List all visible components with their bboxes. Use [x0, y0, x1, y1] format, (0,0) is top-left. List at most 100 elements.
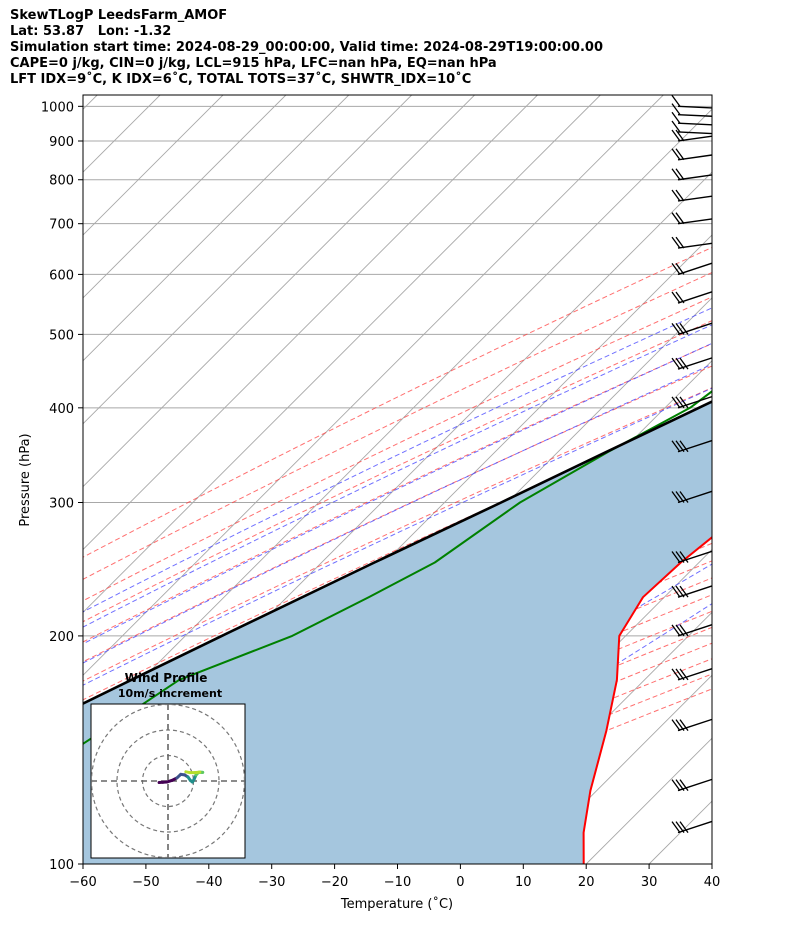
- wind-barb-flag: [675, 396, 685, 409]
- y-tick-label: 800: [49, 174, 74, 189]
- isotherm-10: [522, 674, 712, 864]
- wind-barb-flag: [671, 291, 681, 304]
- wind-barb-flag: [671, 323, 681, 335]
- wind-barb-shaft: [677, 820, 713, 834]
- chart-title-indices: LFT IDX=9˚C, K IDX=6˚C, TOTAL TOTS=37˚C,…: [10, 72, 472, 87]
- moist-adiabat: [83, 387, 712, 686]
- wind-barb-flag: [679, 585, 689, 598]
- wind-barb-flag: [671, 148, 681, 161]
- x-tick-label: −50: [132, 875, 159, 890]
- isotherm--100: [83, 95, 601, 614]
- wind-barb-flag: [671, 212, 681, 225]
- wind-barb-flag: [675, 148, 685, 161]
- wind-barb-flag: [671, 551, 681, 563]
- y-tick-label: 300: [49, 496, 74, 511]
- wind-barb-flag: [675, 779, 685, 791]
- dry-adiabat: [83, 343, 712, 643]
- wind-barb-flag: [675, 263, 685, 275]
- axes: −60 −50 −40 −30 −20 −10 0 10 20 30 40 100 200 300 400 5…: [41, 94, 721, 890]
- parcel-profile-line: [83, 400, 712, 705]
- chart-title-latlon: Lat: 53.87 Lon: -1.32: [10, 24, 172, 39]
- wind-barb-flag: [679, 779, 689, 791]
- wind-barb-flag: [671, 103, 681, 116]
- wind-barb-flag: [671, 585, 681, 598]
- chart-title-station: SkewTLogP LeedsFarm_AMOF: [10, 8, 228, 23]
- wind-barb: [671, 820, 713, 834]
- wind-barb: [671, 291, 713, 304]
- wind-barb-shaft: [677, 585, 713, 598]
- wind-barb-flag: [671, 168, 681, 181]
- x-tick-label: −20: [321, 875, 348, 890]
- wind-barb: [671, 129, 713, 142]
- wind-barb-flag: [671, 357, 681, 370]
- wind-barb: [671, 322, 713, 336]
- wind-barb-flag: [671, 396, 681, 409]
- chart-title-block: SkewTLogP LeedsFarm_AMOF Lat: 53.87 Lon:…: [10, 8, 603, 88]
- isotherm--150: [83, 95, 287, 299]
- wind-barb: [671, 439, 713, 453]
- isotherm--110: [83, 95, 538, 551]
- isotherm--130: [83, 95, 413, 425]
- wind-barb-flag: [671, 129, 681, 142]
- hodograph-title: Wind Profile: [125, 671, 208, 685]
- hodograph-subtitle: 10m/s increment: [118, 687, 222, 700]
- x-tick-label: −60: [69, 875, 96, 890]
- wind-barb: [671, 236, 713, 249]
- wind-barb-flag: [679, 719, 689, 731]
- wind-barb: [671, 262, 713, 276]
- wind-barb-flag: [679, 624, 689, 637]
- x-tick-label: 40: [704, 875, 721, 890]
- wind-barb-flag: [675, 189, 685, 202]
- wind-barb: [671, 111, 713, 126]
- wind-barb-shaft: [677, 490, 713, 504]
- wind-barb-flag: [679, 821, 689, 834]
- isotherm--140: [83, 95, 350, 362]
- wind-barb-flag: [671, 94, 681, 107]
- wind-barb-flag: [671, 440, 681, 453]
- wind-barb-flag: [675, 291, 685, 304]
- wind-barb-flag: [675, 323, 685, 335]
- wind-barb: [671, 168, 713, 181]
- wind-barb-shaft: [677, 624, 713, 637]
- isotherm-50: [775, 95, 794, 864]
- wind-barb-flag: [675, 491, 685, 503]
- wind-barb-shaft: [677, 131, 713, 135]
- moist-adiabat: [83, 342, 712, 645]
- y-tick-label: 200: [49, 630, 74, 645]
- wind-barb-flag: [675, 129, 685, 142]
- wind-barb-flag: [679, 357, 689, 370]
- wind-barb-flag: [671, 189, 681, 202]
- temperature-line: [582, 536, 712, 864]
- wind-barb-flag: [679, 668, 689, 681]
- y-tick-label: 500: [49, 328, 74, 343]
- wind-barb-flag: [675, 821, 685, 834]
- wind-barb-shaft: [677, 439, 713, 453]
- dewpoint-line: [83, 390, 712, 746]
- wind-barb: [671, 357, 713, 370]
- wind-barb: [671, 778, 713, 792]
- wind-barb-flag: [671, 111, 681, 124]
- wind-barb-shaft: [677, 322, 713, 336]
- wind-barb-flag: [675, 212, 685, 225]
- chart-title-cape: CAPE=0 j/kg, CIN=0 j/kg, LCL=915 hPa, LF…: [10, 56, 497, 71]
- wind-barb-shaft: [677, 395, 713, 409]
- y-tick-label: 700: [49, 218, 74, 233]
- x-tick-label: 20: [578, 875, 595, 890]
- y-axis-label: Pressure (hPa): [18, 433, 33, 526]
- wind-barb-flag: [675, 719, 685, 731]
- wind-barb-flag: [671, 624, 681, 637]
- wind-barb-flag: [675, 357, 685, 370]
- wind-barb-flag: [679, 396, 689, 409]
- x-tick-label: −10: [384, 875, 411, 890]
- wind-barb-shaft: [677, 291, 713, 304]
- y-tick-label: 400: [49, 402, 74, 417]
- x-tick-label: 10: [515, 875, 532, 890]
- wind-barb-flag: [679, 323, 689, 335]
- wind-barb: [671, 718, 713, 732]
- wind-barb: [671, 148, 713, 161]
- wind-barb-shaft: [677, 550, 713, 564]
- wind-barb: [671, 395, 713, 409]
- wind-barb-flag: [671, 120, 681, 133]
- wind-barb-flag: [671, 719, 681, 731]
